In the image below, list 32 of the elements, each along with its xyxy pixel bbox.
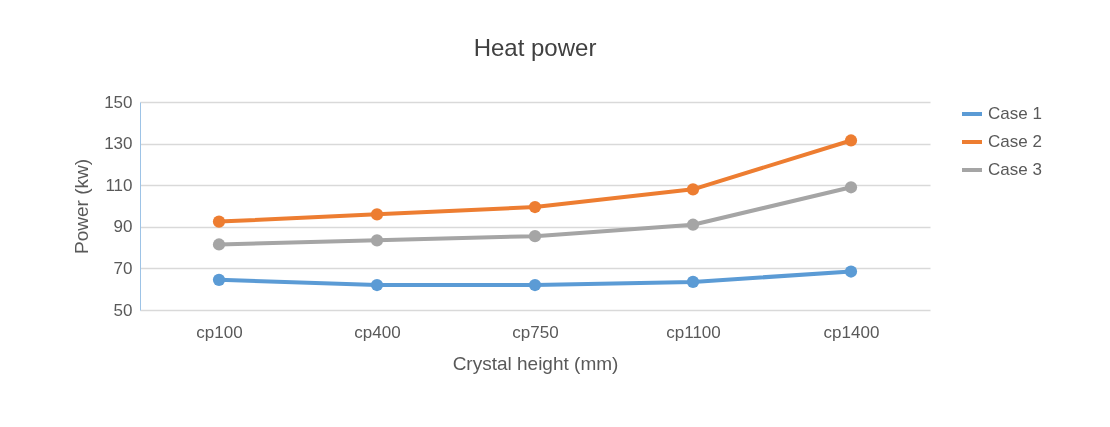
y-tick-label: 110 bbox=[105, 175, 133, 195]
y-tick-label: 50 bbox=[113, 300, 133, 320]
y-tick-label: 70 bbox=[113, 258, 133, 278]
legend-label: Case 1 bbox=[988, 104, 1042, 123]
y-axis-title: Power (kw) bbox=[71, 158, 93, 255]
y-tick-label: 130 bbox=[104, 134, 133, 154]
point bbox=[528, 200, 542, 214]
point bbox=[686, 218, 700, 231]
point bbox=[528, 230, 542, 243]
point bbox=[212, 238, 226, 251]
point bbox=[212, 273, 226, 286]
chart-title: Heat power bbox=[473, 34, 597, 61]
point bbox=[686, 275, 700, 289]
x-tick-label: cp1400 bbox=[823, 322, 880, 342]
x-tick-label: cp100 bbox=[196, 322, 243, 342]
point bbox=[370, 234, 384, 247]
legend-label: Case 2 bbox=[988, 132, 1042, 151]
point bbox=[370, 278, 384, 292]
point bbox=[370, 208, 384, 221]
y-tick-label: 90 bbox=[113, 217, 133, 237]
x-tick-label: cp750 bbox=[512, 322, 559, 342]
legend-label: Case 3 bbox=[988, 160, 1042, 179]
y-tick-label: 150 bbox=[104, 92, 133, 112]
x-tick-label: cp1100 bbox=[666, 322, 721, 342]
x-tick-label: cp400 bbox=[354, 322, 401, 342]
x-axis-title: Crystal height (mm) bbox=[452, 352, 619, 374]
point bbox=[686, 183, 700, 196]
point bbox=[528, 278, 542, 292]
point bbox=[212, 215, 226, 228]
point bbox=[844, 134, 858, 147]
point bbox=[844, 265, 858, 278]
point bbox=[844, 181, 858, 194]
